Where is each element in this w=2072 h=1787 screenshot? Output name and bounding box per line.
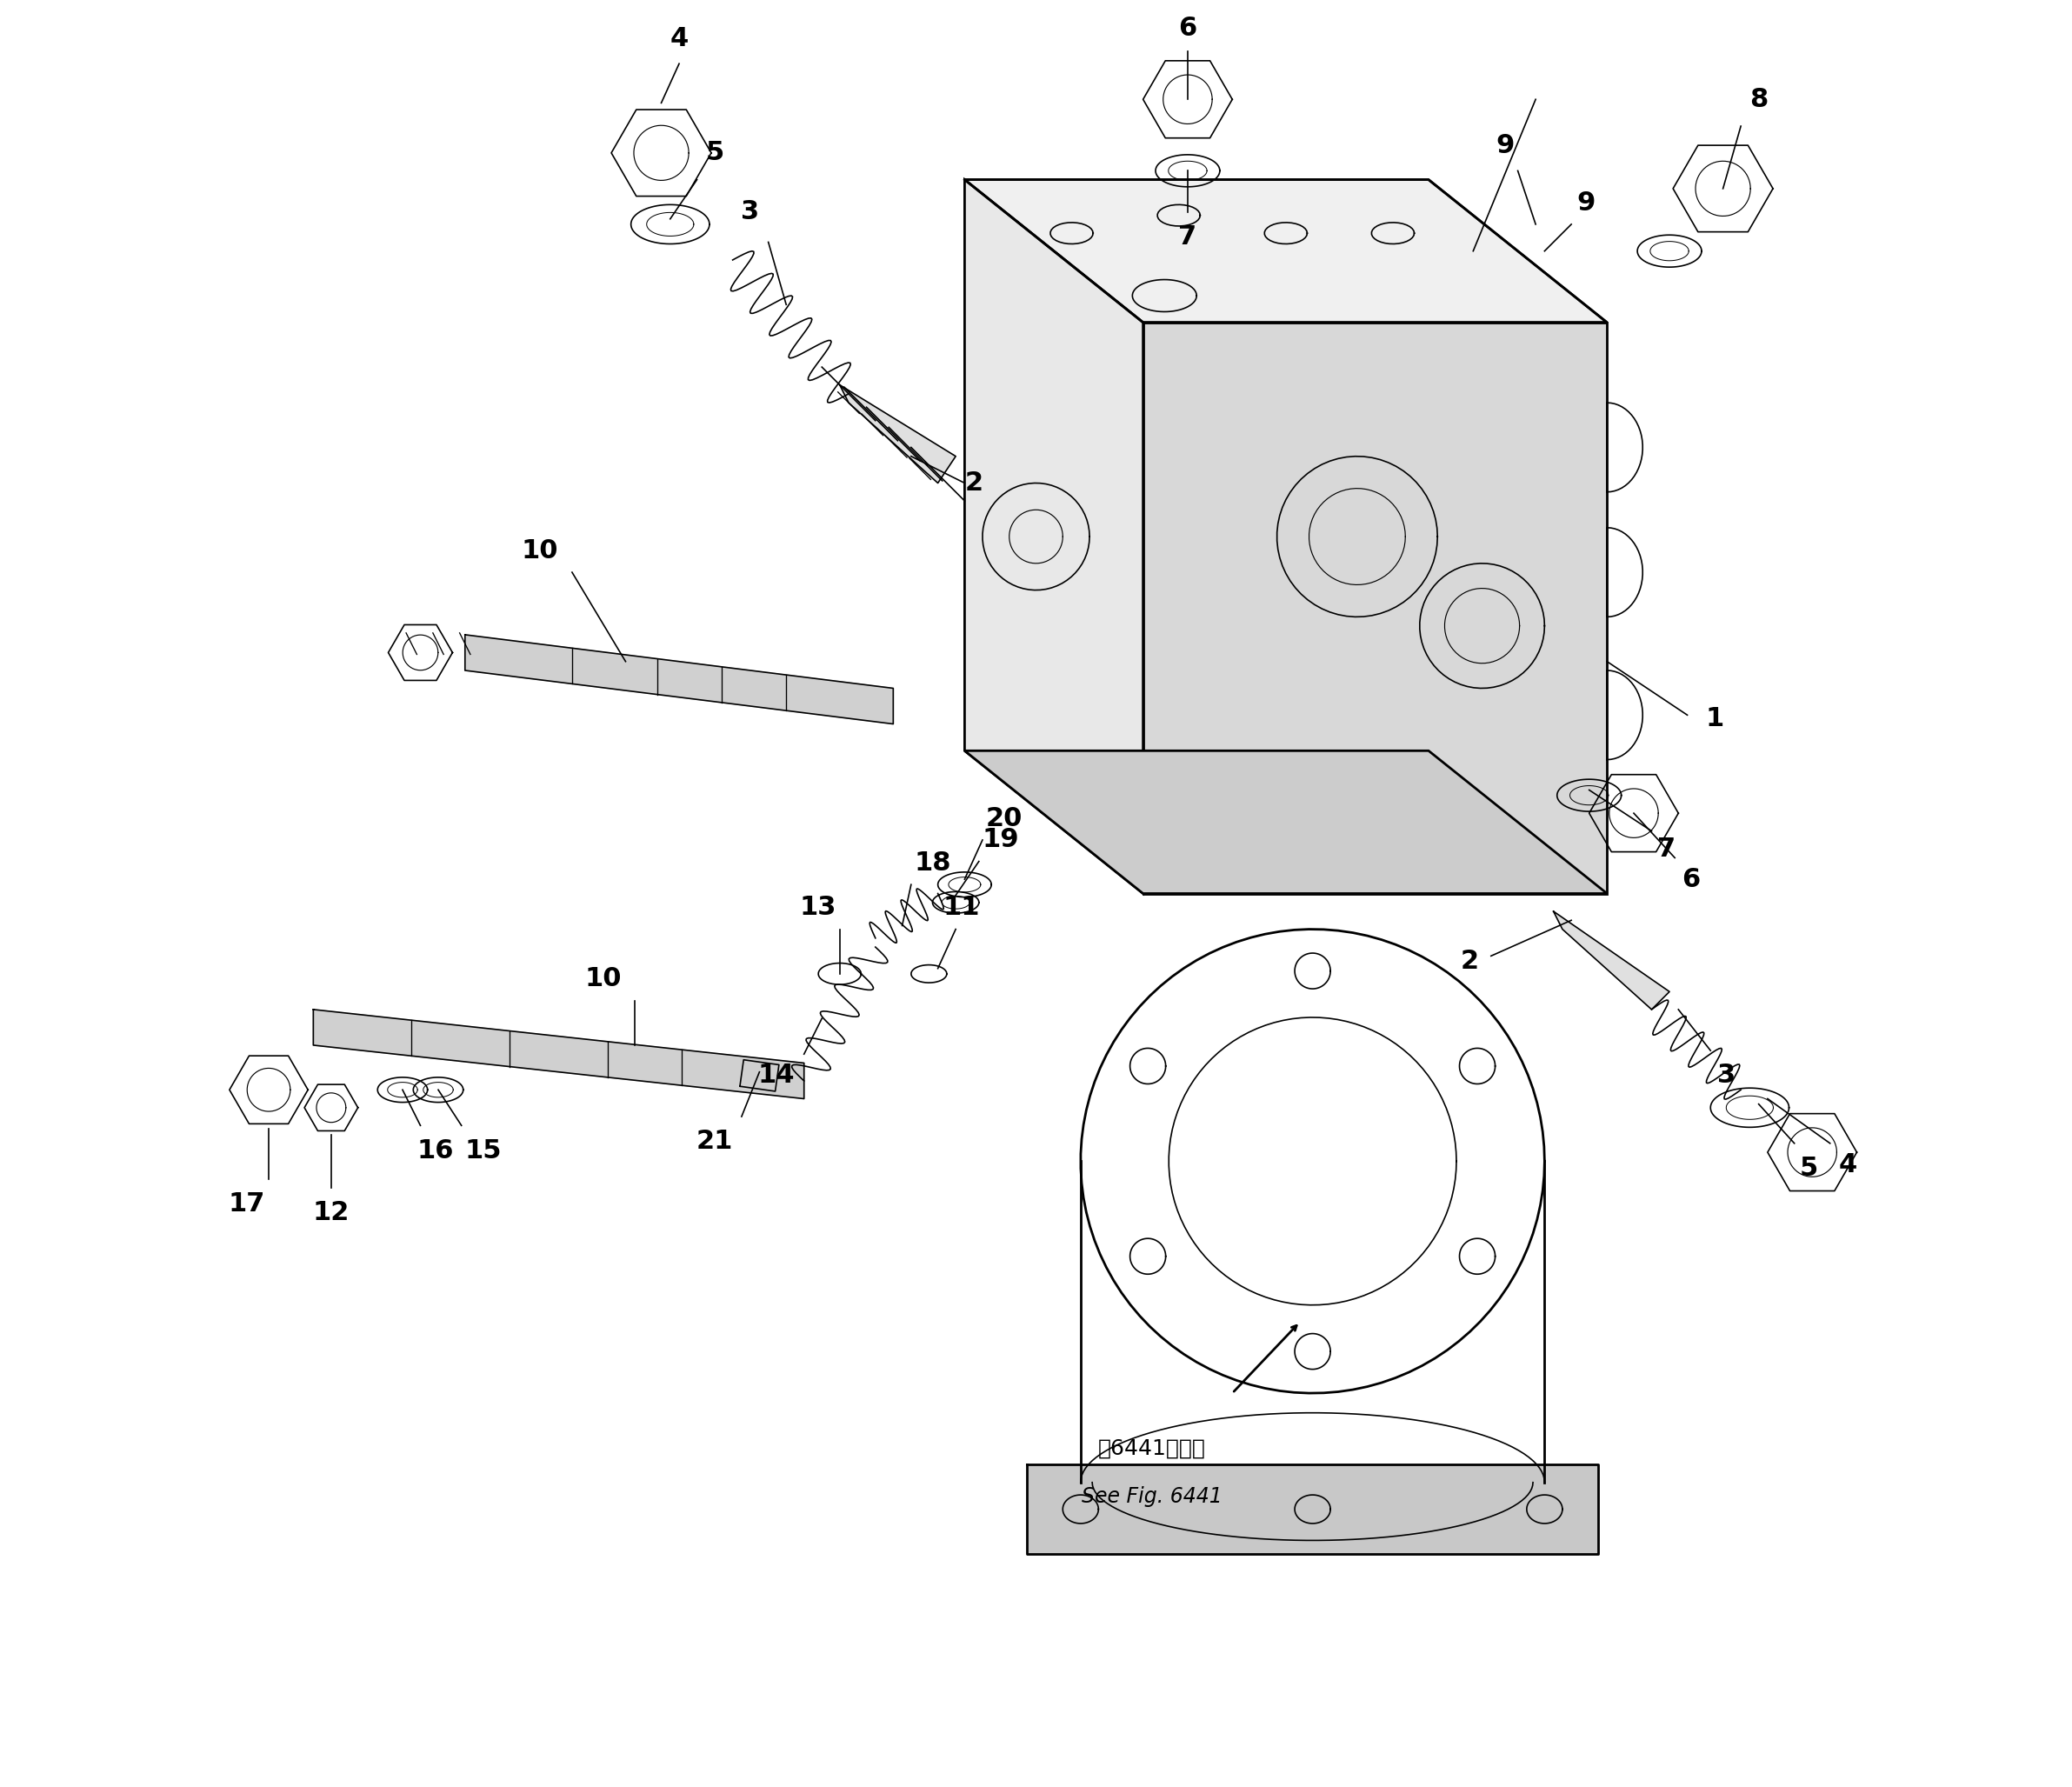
Text: 21: 21 (696, 1129, 733, 1154)
Text: 17: 17 (228, 1192, 265, 1217)
Text: 9: 9 (1577, 189, 1595, 216)
Text: 18: 18 (914, 851, 951, 876)
Polygon shape (966, 180, 1608, 322)
Text: 3: 3 (1718, 1063, 1736, 1088)
Text: 10: 10 (584, 967, 622, 992)
Text: 2: 2 (1461, 949, 1479, 974)
Text: 5: 5 (1801, 1156, 1819, 1181)
Text: 16: 16 (416, 1138, 454, 1163)
Text: 20: 20 (986, 806, 1024, 831)
Text: 10: 10 (520, 538, 557, 563)
Polygon shape (839, 384, 955, 482)
Text: 11: 11 (943, 895, 980, 920)
Text: 6: 6 (1179, 16, 1198, 41)
Text: 4: 4 (669, 27, 688, 52)
Text: 2: 2 (966, 470, 982, 495)
Text: 19: 19 (982, 827, 1019, 852)
Text: 7: 7 (1658, 836, 1676, 861)
Polygon shape (464, 634, 893, 724)
Polygon shape (966, 180, 1144, 894)
Text: 12: 12 (313, 1201, 350, 1226)
Text: 13: 13 (800, 895, 837, 920)
Text: 8: 8 (1749, 86, 1767, 113)
Text: 7: 7 (1179, 225, 1198, 250)
Text: 14: 14 (758, 1063, 796, 1088)
Text: 4: 4 (1840, 1153, 1857, 1178)
Text: 15: 15 (464, 1138, 501, 1163)
Text: 3: 3 (742, 198, 760, 225)
Polygon shape (1554, 911, 1670, 1010)
Text: 6: 6 (1682, 867, 1701, 892)
Text: 1: 1 (1705, 706, 1724, 731)
Text: See Fig. 6441: See Fig. 6441 (1082, 1487, 1222, 1506)
Polygon shape (1144, 322, 1608, 894)
Polygon shape (313, 1010, 804, 1099)
Polygon shape (966, 751, 1608, 894)
Text: 第6441図参照: 第6441図参照 (1098, 1439, 1206, 1458)
Text: 5: 5 (707, 139, 725, 166)
Text: 9: 9 (1496, 132, 1515, 159)
Polygon shape (1028, 1465, 1598, 1553)
